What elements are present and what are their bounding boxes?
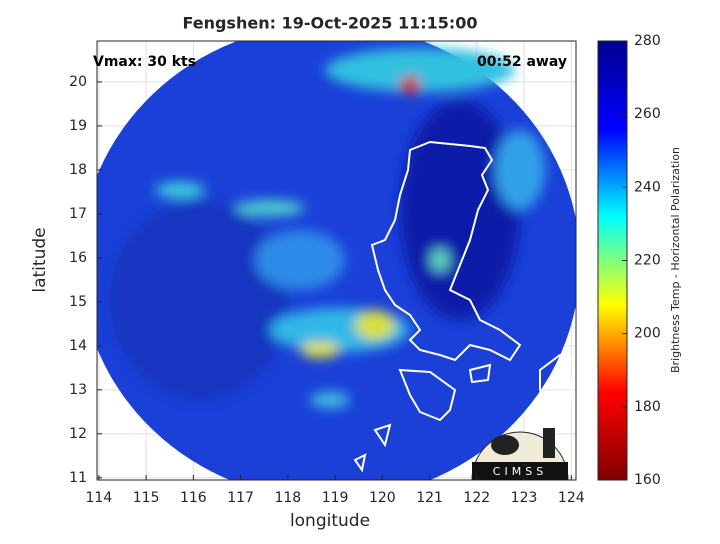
x-tick-label: 120 (369, 490, 396, 506)
y-tick-label: 12 (69, 426, 87, 442)
axes-frame (96, 40, 577, 481)
colorbar-tick-label: 200 (634, 326, 661, 342)
swath (97, 41, 576, 480)
y-tick-label: 11 (69, 470, 87, 486)
y-tick-label: 18 (69, 162, 87, 178)
y-tick-label: 19 (69, 118, 87, 134)
x-tick-label: 117 (227, 490, 254, 506)
x-tick-label: 118 (274, 490, 301, 506)
annotation: 00:52 away (477, 54, 567, 70)
x-tick-label: 115 (133, 490, 160, 506)
colorbar-tick-label: 220 (634, 253, 661, 269)
colorbar-tick-label: 160 (634, 472, 661, 488)
x-tick-label: 116 (180, 490, 207, 506)
x-tick-label: 121 (416, 490, 443, 506)
colorbar-tick-label: 240 (634, 179, 661, 195)
annotation: Vmax: 30 kts (93, 54, 196, 70)
x-tick-label: 123 (511, 490, 538, 506)
colorbar-label: Brightness Temp - Horizontal Polarizatio… (669, 147, 682, 373)
x-tick-label: 122 (463, 490, 490, 506)
x-tick-label: 119 (322, 490, 349, 506)
x-tick-label: 114 (86, 490, 113, 506)
y-tick-label: 16 (69, 250, 87, 266)
x-tick-label: 124 (558, 490, 585, 506)
y-tick-label: 17 (69, 206, 87, 222)
colorbar-tick-label: 180 (634, 399, 661, 415)
colorbar-tick-label: 260 (634, 106, 661, 122)
logo: CIMSS (471, 428, 569, 481)
x-axis-label: longitude (290, 511, 370, 531)
y-tick-label: 20 (69, 74, 87, 90)
colorbar-tick-label: 280 (634, 33, 661, 49)
y-tick-label: 15 (69, 294, 87, 310)
logo-text: CIMSS (493, 465, 547, 478)
y-tick-label: 13 (69, 382, 87, 398)
y-tick-label: 14 (69, 338, 87, 354)
chart-title: Fengshen: 19-Oct-2025 11:15:00 (182, 14, 477, 33)
coastline (353, 140, 576, 473)
y-axis-label: latitude (30, 227, 50, 292)
